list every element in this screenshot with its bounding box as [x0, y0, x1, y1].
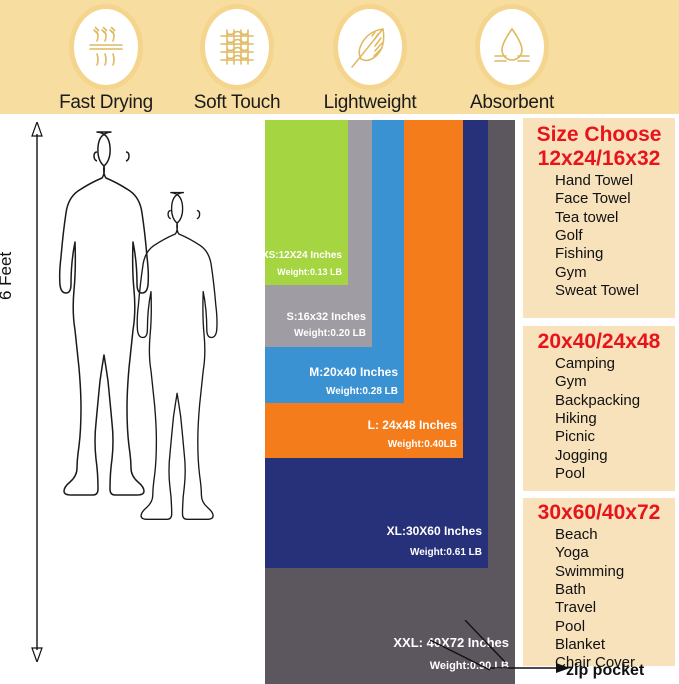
size-weight-xs: Weight:0.13 LB — [277, 267, 342, 277]
lightweight-feather-icon — [333, 4, 407, 90]
feature-lightweight: Lightweight — [296, 4, 444, 114]
panel-subtitle: 12x24/16x32 — [537, 147, 661, 171]
feature-label: Absorbent — [470, 92, 554, 113]
size-label-s: S:16x32 Inches — [286, 311, 367, 323]
list-item: Gym — [555, 373, 587, 391]
list-item: Travel — [555, 599, 597, 617]
panel-subtitle: 30x60/40x72 — [537, 501, 661, 524]
panel-use-list: Camping Gym Backpacking Hiking Picnic Jo… — [523, 355, 675, 483]
scale-label: 6 Feet — [0, 251, 15, 300]
list-item: Tea towel — [555, 208, 619, 226]
human-silhouettes — [58, 131, 218, 520]
feature-label: Fast Drying — [59, 92, 153, 113]
list-item: Gym — [555, 263, 587, 281]
list-item: Hiking — [555, 409, 597, 427]
feature-label: Soft Touch — [193, 92, 281, 113]
size-rect-xs: XS:12X24 Inches Weight:0.13 LB — [261, 120, 348, 285]
list-item: Sweat Towel — [555, 281, 639, 299]
zip-pocket-callout-arrow — [430, 620, 570, 673]
panel-use-list: Beach Yoga Swimming Bath Travel Pool Bla… — [523, 526, 675, 672]
size-panel-small: Size Choose 12x24/16x32 Hand Towel Face … — [523, 118, 675, 318]
list-item: Hand Towel — [555, 172, 634, 190]
soft-touch-icon — [200, 4, 274, 90]
panel-use-list: Hand Towel Face Towel Tea towel Golf Fis… — [523, 172, 675, 300]
list-item: Bath — [555, 580, 586, 598]
feature-absorbent: Absorbent — [438, 4, 586, 114]
size-weight-l: Weight:0.40LB — [387, 439, 457, 450]
list-item: Golf — [555, 226, 583, 244]
list-item: Beach — [555, 526, 598, 544]
size-label-m: M:20x40 Inches — [309, 365, 398, 379]
fast-drying-icon — [69, 4, 143, 90]
feature-fast-drying: Fast Drying — [32, 4, 180, 114]
list-item: Jogging — [555, 446, 608, 464]
absorbent-droplet-icon — [475, 4, 549, 90]
list-item: Blanket — [555, 635, 606, 653]
feature-soft-touch: Soft Touch — [163, 4, 311, 114]
list-item: Pool — [555, 617, 586, 635]
size-label-xs: XS:12X24 Inches — [261, 250, 342, 261]
size-label-l: L: 24x48 Inches — [367, 418, 457, 432]
size-panel-large: 30x60/40x72 Beach Yoga Swimming Bath Tra… — [523, 498, 675, 671]
figure-short — [136, 191, 218, 520]
panel-subtitle: 20x40/24x48 — [537, 330, 661, 353]
size-label-xl: XL:30X60 Inches — [386, 524, 482, 538]
list-item: Camping — [555, 355, 616, 373]
list-item: Picnic — [555, 428, 596, 446]
list-item: Pool — [555, 464, 586, 482]
zip-pocket-label: zip pocket — [566, 662, 645, 679]
features-banner: Fast Drying Soft Touch — [0, 0, 679, 114]
list-item: Yoga — [555, 544, 589, 562]
size-panel-medium: 20x40/24x48 Camping Gym Backpacking Hiki… — [523, 326, 675, 491]
feature-label: Lightweight — [323, 92, 417, 113]
list-item: Chair Cover — [555, 654, 636, 672]
size-weight-m: Weight:0.28 LB — [325, 386, 398, 397]
list-item: Fishing — [555, 245, 604, 263]
size-weight-xl: Weight:0.61 LB — [409, 547, 482, 558]
list-item: Backpacking — [555, 391, 641, 409]
figure-tall — [58, 131, 150, 496]
height-scale-arrow — [31, 122, 43, 662]
size-label-xxl: XXL: 40X72 Inches — [393, 635, 509, 650]
panel-title: Size Choose — [536, 123, 662, 146]
list-item: Swimming — [555, 562, 625, 580]
list-item: Face Towel — [555, 190, 631, 208]
size-weight-s: Weight:0.20 LB — [293, 328, 366, 339]
